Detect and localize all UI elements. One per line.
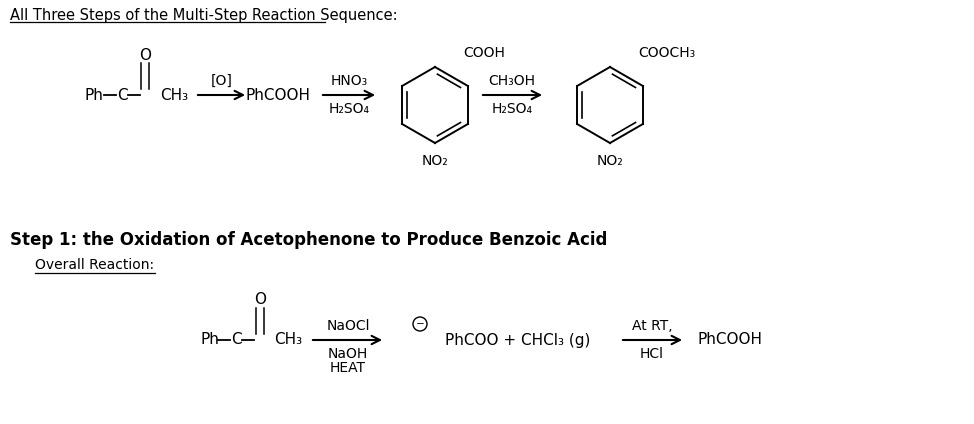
Text: NaOCl: NaOCl [326,319,370,333]
Text: CH₃: CH₃ [160,87,188,103]
Text: Overall Reaction:: Overall Reaction: [35,258,154,272]
Text: C: C [117,87,128,103]
Text: At RT,: At RT, [632,319,672,333]
Text: HEAT: HEAT [330,361,366,375]
Text: H₂SO₄: H₂SO₄ [492,102,533,116]
Text: PhCOOH: PhCOOH [245,87,311,103]
Text: Ph: Ph [200,332,219,348]
Text: COOCH₃: COOCH₃ [638,46,695,60]
Text: H₂SO₄: H₂SO₄ [328,102,369,116]
Text: −: − [416,319,425,329]
Text: NO₂: NO₂ [422,154,448,168]
Text: C: C [231,332,242,348]
Text: All Three Steps of the Multi-Step Reaction Sequence:: All Three Steps of the Multi-Step Reacti… [10,8,397,23]
Text: HNO₃: HNO₃ [330,74,367,88]
Text: Step 1: the Oxidation of Acetophenone to Produce Benzoic Acid: Step 1: the Oxidation of Acetophenone to… [10,231,608,249]
Text: HCl: HCl [640,347,664,361]
Text: NO₂: NO₂ [597,154,623,168]
Text: PhCOO + CHCl₃ (g): PhCOO + CHCl₃ (g) [445,332,590,348]
Text: O: O [139,47,151,62]
Text: Ph: Ph [85,87,104,103]
Text: O: O [254,293,266,307]
Text: [O]: [O] [211,74,233,88]
Text: PhCOOH: PhCOOH [697,332,763,348]
Text: NaOH: NaOH [328,347,368,361]
Text: CH₃OH: CH₃OH [489,74,536,88]
Text: CH₃: CH₃ [274,332,302,348]
Text: COOH: COOH [463,46,505,60]
